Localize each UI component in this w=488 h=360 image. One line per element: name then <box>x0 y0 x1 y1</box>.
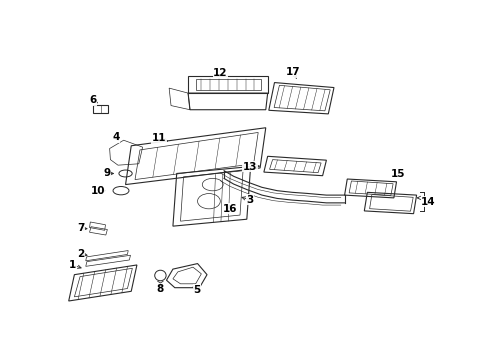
Text: 11: 11 <box>151 133 166 143</box>
Text: 3: 3 <box>246 195 253 205</box>
Text: 2: 2 <box>77 249 84 259</box>
Text: 13: 13 <box>242 162 257 172</box>
Text: 8: 8 <box>157 284 163 294</box>
Text: 1: 1 <box>69 260 76 270</box>
Text: 4: 4 <box>112 132 120 143</box>
Text: 5: 5 <box>193 285 200 295</box>
Text: 14: 14 <box>420 197 434 207</box>
Text: 7: 7 <box>77 223 84 233</box>
Text: 9: 9 <box>103 168 110 179</box>
Text: 15: 15 <box>389 169 404 179</box>
Text: 10: 10 <box>91 186 105 196</box>
Text: 17: 17 <box>285 67 300 77</box>
Text: 16: 16 <box>222 204 237 214</box>
Text: 6: 6 <box>89 95 96 105</box>
Text: 12: 12 <box>213 68 227 78</box>
